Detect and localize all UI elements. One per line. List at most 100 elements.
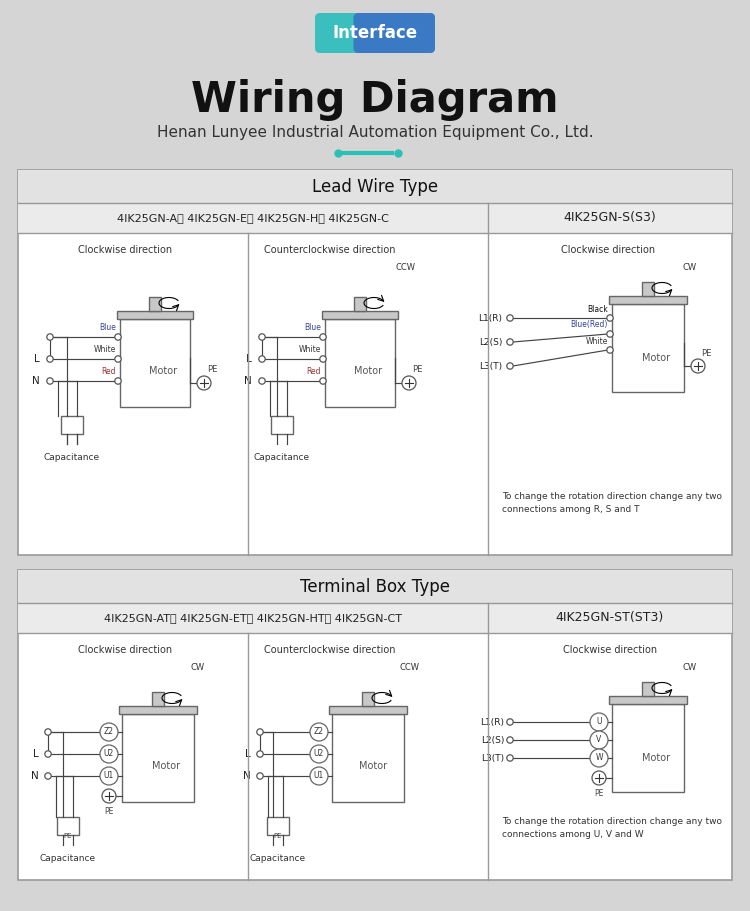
Circle shape [259,378,266,384]
Text: Counterclockwise direction: Counterclockwise direction [264,245,396,255]
Circle shape [507,339,513,345]
Text: U: U [596,718,602,726]
FancyBboxPatch shape [642,282,654,296]
Text: 4IK25GN-A、 4IK25GN-E、 4IK25GN-H、 4IK25GN-C: 4IK25GN-A、 4IK25GN-E、 4IK25GN-H、 4IK25GN… [117,213,389,223]
Text: W: W [596,753,603,763]
Text: Wiring Diagram: Wiring Diagram [191,79,559,121]
Text: CW: CW [191,663,205,672]
Circle shape [46,378,53,384]
Text: 4IK25GN-ST(ST3): 4IK25GN-ST(ST3) [556,611,664,625]
Circle shape [45,729,51,735]
FancyBboxPatch shape [354,297,366,311]
FancyBboxPatch shape [18,570,732,880]
Text: N: N [32,771,39,781]
Text: Motor: Motor [149,366,177,376]
Text: CCW: CCW [400,663,420,672]
Text: L: L [245,749,251,759]
FancyBboxPatch shape [149,297,161,311]
FancyBboxPatch shape [325,319,395,407]
Circle shape [691,359,705,373]
Circle shape [259,333,266,340]
Text: CCW: CCW [395,263,415,272]
Text: Capacitance: Capacitance [254,453,310,462]
FancyBboxPatch shape [57,817,79,835]
Circle shape [507,755,513,762]
Text: PE: PE [594,789,604,798]
Text: Interface: Interface [332,24,418,42]
Circle shape [590,749,608,767]
Text: L3(T): L3(T) [478,362,502,371]
Text: PE: PE [207,365,218,374]
Circle shape [607,347,613,353]
Text: L: L [33,749,39,759]
Circle shape [256,751,263,757]
Text: Clockwise direction: Clockwise direction [78,245,172,255]
Text: Motor: Motor [354,366,382,376]
FancyBboxPatch shape [609,296,687,304]
Circle shape [590,731,608,749]
FancyBboxPatch shape [642,682,654,696]
Text: PE: PE [104,807,114,816]
Text: Clockwise direction: Clockwise direction [563,645,657,655]
Circle shape [115,333,122,340]
FancyBboxPatch shape [18,603,732,633]
Text: 4IK25GN-AT、 4IK25GN-ET、 4IK25GN-HT、 4IK25GN-CT: 4IK25GN-AT、 4IK25GN-ET、 4IK25GN-HT、 4IK2… [104,613,402,623]
Circle shape [197,376,211,390]
Text: L1(R): L1(R) [480,718,504,726]
Text: PE: PE [64,833,72,839]
Text: Motor: Motor [642,353,670,363]
Text: PE: PE [412,365,422,374]
Text: Clockwise direction: Clockwise direction [78,645,172,655]
Text: White: White [298,345,321,354]
Text: Capacitance: Capacitance [44,453,100,462]
Circle shape [100,745,118,763]
FancyBboxPatch shape [117,311,193,319]
Text: Counterclockwise direction: Counterclockwise direction [264,645,396,655]
Text: L1(R): L1(R) [478,313,502,322]
FancyBboxPatch shape [120,319,190,407]
Text: Motor: Motor [152,761,180,771]
Circle shape [507,363,513,369]
Text: Z2: Z2 [314,728,324,736]
FancyBboxPatch shape [61,416,83,434]
Circle shape [402,376,416,390]
Circle shape [100,767,118,785]
Circle shape [45,751,51,757]
FancyBboxPatch shape [362,692,374,706]
Text: Capacitance: Capacitance [250,854,306,863]
Circle shape [256,729,263,735]
FancyBboxPatch shape [152,692,164,706]
FancyBboxPatch shape [353,13,435,53]
Text: Terminal Box Type: Terminal Box Type [300,578,450,596]
Text: White: White [94,345,116,354]
Text: L: L [34,354,40,364]
FancyBboxPatch shape [332,714,404,802]
Text: Capacitance: Capacitance [40,854,96,863]
Circle shape [310,723,328,741]
Text: Blue: Blue [304,323,321,333]
Text: L2(S): L2(S) [481,735,504,744]
Text: V: V [596,735,602,744]
Text: Red: Red [307,367,321,376]
FancyBboxPatch shape [612,304,684,392]
Circle shape [46,333,53,340]
Text: U2: U2 [104,750,114,759]
Text: Z2: Z2 [104,728,114,736]
Text: To change the rotation direction change any two
connections among U, V and W: To change the rotation direction change … [502,817,722,839]
FancyBboxPatch shape [271,416,293,434]
Text: L3(T): L3(T) [481,753,504,763]
FancyBboxPatch shape [18,170,732,555]
FancyBboxPatch shape [267,817,289,835]
FancyBboxPatch shape [329,706,407,714]
Text: Blue(Red): Blue(Red) [571,321,608,330]
Circle shape [507,719,513,725]
Text: CW: CW [683,663,697,672]
FancyBboxPatch shape [18,570,732,603]
Text: Clockwise direction: Clockwise direction [561,245,655,255]
FancyBboxPatch shape [315,13,435,53]
Circle shape [259,356,266,363]
Text: N: N [32,376,40,386]
Circle shape [45,773,51,779]
FancyBboxPatch shape [18,203,732,233]
Circle shape [320,356,326,363]
